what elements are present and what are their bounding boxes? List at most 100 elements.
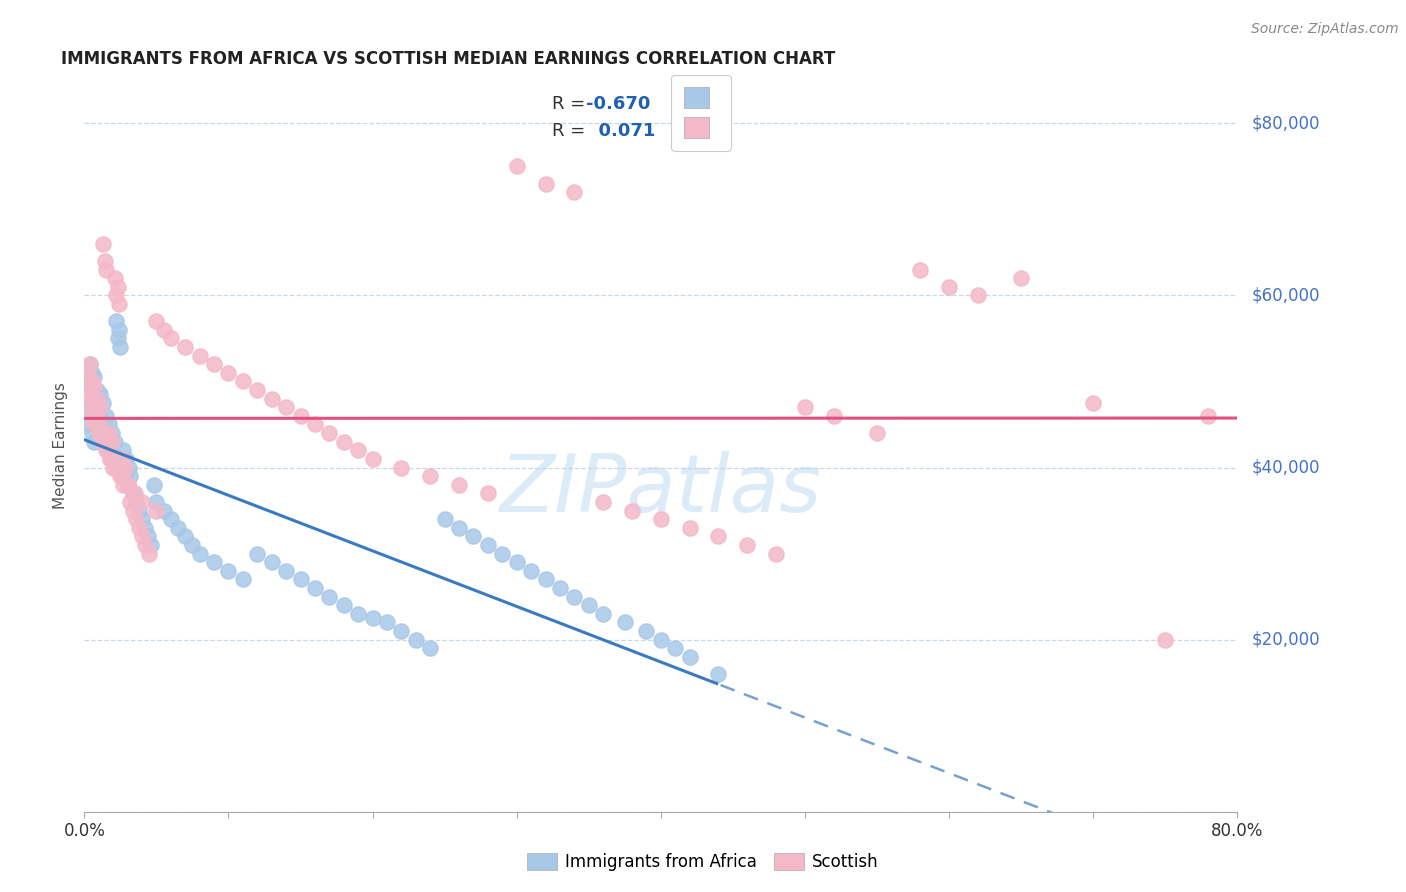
Point [636, 624, 658, 638]
Point [304, 417, 326, 432]
Point [124, 486, 146, 500]
Point [117, 477, 139, 491]
Point [111, 451, 134, 466]
Point [120, 495, 142, 509]
Point [1154, 632, 1177, 647]
Point [118, 460, 141, 475]
Point [136, 529, 159, 543]
Point [621, 503, 644, 517]
Point [737, 538, 759, 552]
Point [134, 521, 156, 535]
Point [152, 323, 174, 337]
Text: R =: R = [553, 122, 592, 140]
Point [79, 357, 101, 371]
Point [108, 323, 131, 337]
Point [104, 434, 127, 449]
Point [145, 495, 167, 509]
Text: 85: 85 [704, 95, 730, 113]
Point [145, 314, 167, 328]
Point [391, 460, 413, 475]
Point [491, 547, 513, 561]
Point [433, 512, 456, 526]
Point [613, 615, 636, 630]
Point [181, 538, 204, 552]
Point [333, 434, 356, 449]
Point [910, 262, 932, 277]
Point [128, 503, 150, 517]
Point [117, 477, 139, 491]
Point [232, 375, 254, 389]
Point [120, 469, 142, 483]
Point [86, 392, 108, 406]
Point [80, 426, 103, 441]
Point [115, 451, 138, 466]
Point [105, 460, 128, 475]
Point [86, 383, 108, 397]
Point [125, 495, 148, 509]
Point [232, 573, 254, 587]
Point [103, 451, 124, 466]
Point [145, 503, 167, 517]
Point [765, 547, 787, 561]
Point [506, 159, 529, 173]
Point [77, 392, 100, 406]
Point [477, 538, 499, 552]
Point [375, 615, 398, 630]
Point [122, 486, 145, 500]
Point [87, 426, 110, 441]
Point [100, 426, 122, 441]
Point [94, 409, 117, 423]
Text: $80,000: $80,000 [1251, 114, 1320, 132]
Point [75, 401, 97, 415]
Point [304, 581, 326, 595]
Point [318, 426, 340, 441]
Point [94, 443, 117, 458]
Point [90, 434, 112, 449]
Point [218, 366, 240, 380]
Point [650, 512, 672, 526]
Point [188, 547, 211, 561]
Point [96, 443, 118, 458]
Point [1010, 271, 1032, 285]
Text: N =: N = [655, 122, 713, 140]
Point [98, 451, 121, 466]
Point [260, 555, 283, 569]
Point [679, 649, 702, 664]
Point [107, 280, 129, 294]
Point [76, 366, 98, 380]
Point [97, 426, 120, 441]
Point [188, 349, 211, 363]
Point [866, 426, 889, 441]
Point [83, 370, 105, 384]
Point [98, 443, 121, 458]
Point [246, 547, 269, 561]
Point [707, 529, 730, 543]
Point [111, 469, 134, 483]
Text: $40,000: $40,000 [1251, 458, 1320, 476]
Point [333, 598, 356, 612]
Point [105, 314, 128, 328]
Point [89, 401, 111, 415]
Point [107, 331, 129, 345]
Point [534, 177, 557, 191]
Point [77, 378, 100, 392]
Point [823, 409, 845, 423]
Point [103, 460, 124, 475]
Point [89, 387, 111, 401]
Point [152, 503, 174, 517]
Point [967, 288, 990, 302]
Text: R =: R = [553, 95, 592, 113]
Point [83, 417, 105, 432]
Point [246, 383, 269, 397]
Point [131, 529, 153, 543]
Text: -0.670: -0.670 [586, 95, 650, 113]
Point [707, 667, 730, 681]
Point [347, 443, 370, 458]
Point [1198, 409, 1220, 423]
Point [91, 236, 114, 251]
Point [96, 434, 118, 449]
Point [405, 632, 427, 647]
Point [131, 512, 153, 526]
Point [167, 521, 190, 535]
Point [260, 392, 283, 406]
